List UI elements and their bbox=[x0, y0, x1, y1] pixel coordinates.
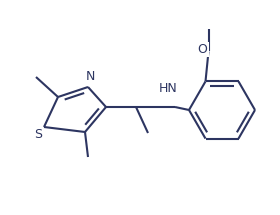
Text: N: N bbox=[85, 69, 95, 83]
Text: S: S bbox=[34, 129, 42, 141]
Text: O: O bbox=[198, 43, 207, 56]
Text: HN: HN bbox=[159, 83, 177, 95]
